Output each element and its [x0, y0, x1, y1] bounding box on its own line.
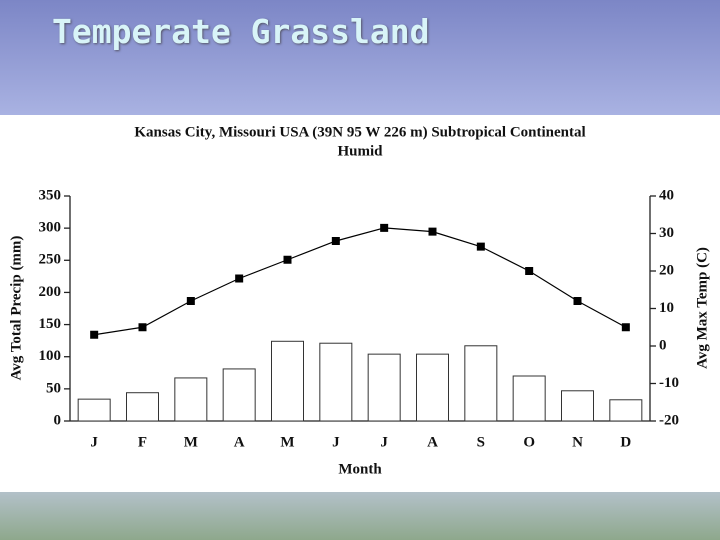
marker	[428, 227, 437, 236]
y2-tick-label: 40	[659, 187, 674, 203]
x-tick-label: J	[90, 434, 98, 450]
y-tick-label: 100	[39, 348, 62, 364]
bar	[126, 392, 159, 422]
x-tick-label: A	[427, 434, 438, 450]
y-axis-label: Avg Total Precip (mm)	[8, 236, 24, 381]
y2-tick-label: 10	[659, 300, 674, 316]
bar	[77, 398, 111, 422]
x-tick-label: F	[138, 434, 147, 450]
y2-tick-label: -20	[659, 412, 679, 428]
x-axis-label: Month	[338, 461, 382, 477]
x-tick-label: M	[280, 434, 294, 450]
marker	[283, 255, 292, 264]
bar	[271, 340, 304, 422]
marker	[186, 297, 195, 305]
bar	[561, 390, 594, 422]
marker	[573, 297, 582, 305]
marker	[138, 323, 147, 332]
y2-axis-label: Avg Max Temp (C)	[694, 247, 710, 369]
line	[94, 227, 627, 336]
marker	[235, 274, 244, 283]
y2-tick-label: 20	[659, 262, 674, 278]
chart-title-line-2: Humid	[337, 143, 383, 159]
x-tick-label: N	[572, 434, 583, 450]
marker	[380, 223, 389, 232]
y-tick-label: 300	[39, 220, 62, 236]
y-tick-label: 0	[54, 412, 62, 428]
bar	[319, 342, 353, 422]
x-tick-label: J	[332, 434, 340, 450]
x-tick-label: D	[620, 434, 631, 450]
x-tick-label: O	[523, 434, 535, 450]
y2-tick-label: 0	[659, 337, 667, 353]
marker	[621, 323, 630, 332]
bar	[416, 353, 449, 422]
bar	[464, 345, 498, 422]
marker	[476, 242, 485, 251]
x-tick-label: A	[234, 434, 245, 450]
bar	[222, 368, 256, 422]
y-tick-label: 200	[39, 284, 62, 300]
y-tick-label: 350	[39, 187, 62, 203]
marker	[90, 330, 99, 339]
marker	[525, 267, 534, 275]
bar	[609, 399, 643, 422]
y-tick-label: 150	[39, 316, 62, 332]
bar	[174, 377, 208, 422]
bar	[512, 375, 546, 422]
y2-tick-label: -10	[659, 375, 679, 391]
y2-tick-label: 30	[659, 225, 674, 241]
footer-band	[0, 492, 720, 540]
x-tick-label: M	[184, 434, 198, 450]
x-tick-label: S	[477, 434, 485, 450]
y-tick-label: 50	[46, 380, 61, 396]
y-tick-label: 250	[39, 252, 62, 268]
x-tick-label: J	[380, 434, 388, 450]
slide-title: Temperate Grassland	[52, 12, 430, 51]
marker	[331, 237, 340, 245]
chart-title-line-1: Kansas City, Missouri USA (39N 95 W 226 …	[134, 124, 585, 140]
bar	[367, 353, 401, 422]
